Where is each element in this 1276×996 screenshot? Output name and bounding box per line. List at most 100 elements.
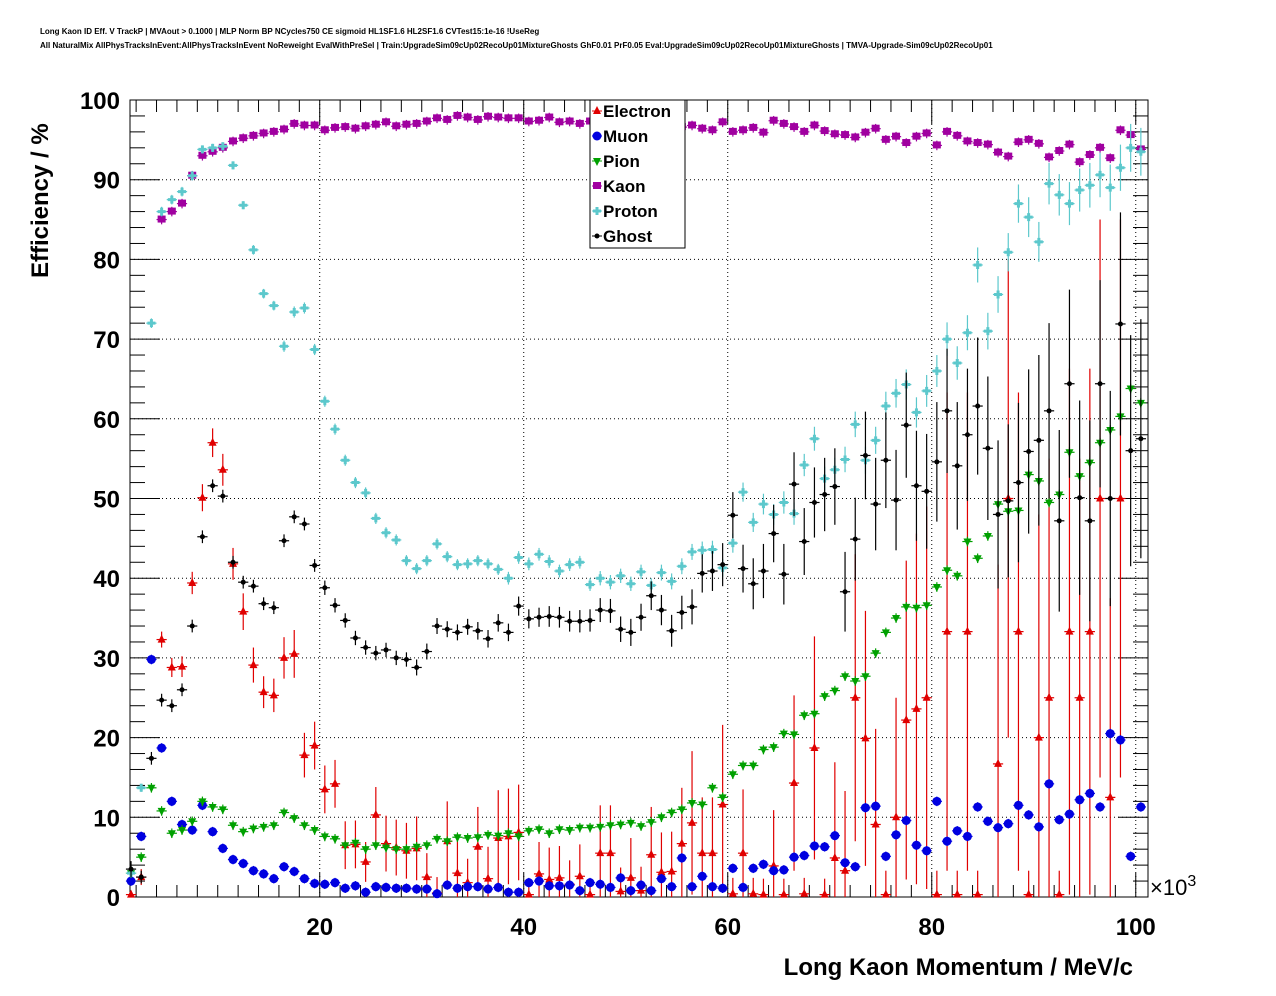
data-point	[688, 799, 697, 808]
y-tick-label: 30	[93, 646, 120, 673]
data-point	[688, 817, 697, 826]
data-point	[412, 843, 421, 852]
data-point	[699, 570, 705, 576]
data-point	[422, 556, 431, 565]
legend-label: Kaon	[603, 177, 646, 196]
data-point	[1138, 436, 1144, 442]
data-point	[616, 873, 626, 883]
data-point	[973, 260, 982, 269]
data-point	[718, 794, 727, 803]
data-point	[841, 673, 850, 682]
data-point	[495, 620, 501, 626]
data-point	[310, 345, 319, 354]
data-point	[391, 883, 401, 893]
data-point	[291, 514, 297, 520]
y-axis-label: Efficiency / %	[27, 123, 54, 278]
data-point	[596, 848, 605, 857]
data-point	[238, 859, 248, 869]
data-point	[188, 171, 197, 180]
data-point	[667, 809, 676, 818]
data-point	[881, 629, 890, 638]
data-point	[463, 835, 472, 844]
data-point	[290, 648, 299, 657]
data-point	[280, 125, 289, 133]
data-point	[514, 887, 524, 897]
data-point	[1075, 692, 1084, 701]
legend-label: Pion	[603, 152, 640, 171]
data-point	[779, 730, 788, 739]
data-point	[371, 809, 380, 818]
data-point	[669, 628, 675, 634]
data-point	[688, 121, 697, 129]
legend-item-pion: Pion	[592, 152, 640, 171]
series-ghost	[125, 212, 1146, 884]
data-point	[597, 607, 603, 613]
data-point	[259, 289, 268, 298]
data-point	[1036, 437, 1042, 443]
data-point	[851, 133, 860, 141]
data-point	[280, 809, 289, 818]
data-point	[239, 134, 248, 142]
data-point	[382, 118, 391, 126]
data-point	[1026, 448, 1032, 454]
data-point	[290, 119, 299, 127]
data-point	[545, 830, 554, 839]
data-point	[331, 778, 340, 787]
data-point	[922, 602, 931, 611]
data-point	[1065, 626, 1074, 635]
y-tick-label: 70	[93, 327, 120, 354]
data-point	[759, 500, 768, 509]
legend-label: Electron	[603, 102, 671, 121]
y-tick-label: 0	[107, 885, 120, 912]
data-point	[383, 647, 389, 653]
data-point	[320, 397, 329, 406]
data-point	[554, 881, 564, 891]
data-point	[514, 553, 523, 562]
data-point	[1024, 213, 1033, 222]
data-point	[902, 139, 911, 147]
data-point	[524, 117, 533, 125]
data-point	[526, 616, 532, 622]
data-point	[841, 131, 850, 139]
data-point	[208, 827, 218, 837]
data-point	[657, 867, 666, 876]
data-point	[679, 609, 685, 615]
data-point	[932, 366, 941, 375]
data-point	[648, 593, 654, 599]
data-point	[259, 823, 268, 832]
data-point	[606, 822, 615, 831]
data-point	[1014, 138, 1023, 146]
data-point	[1097, 381, 1103, 387]
data-point	[361, 122, 370, 130]
data-point	[414, 664, 420, 670]
data-point	[809, 841, 819, 851]
data-point	[943, 335, 952, 344]
data-point	[147, 784, 156, 793]
data-point	[943, 626, 952, 635]
data-point	[493, 882, 503, 892]
data-point	[911, 840, 921, 850]
data-point	[842, 589, 848, 595]
data-point	[484, 559, 493, 568]
data-point	[249, 245, 258, 254]
data-point	[454, 629, 460, 635]
data-point	[157, 634, 166, 643]
data-point	[577, 618, 583, 624]
data-point	[167, 796, 177, 806]
data-point	[851, 678, 860, 687]
data-point	[556, 614, 562, 620]
legend-item-ghost: Ghost	[592, 227, 652, 246]
data-point	[393, 655, 399, 661]
data-point	[463, 559, 472, 568]
data-point	[157, 807, 166, 816]
data-point	[871, 819, 880, 828]
data-point	[281, 538, 287, 544]
data-point	[494, 832, 503, 841]
data-point	[392, 535, 401, 544]
data-point	[1105, 729, 1115, 739]
data-point	[504, 114, 513, 122]
data-point	[626, 819, 635, 828]
data-point	[310, 878, 320, 888]
data-point	[739, 848, 748, 857]
data-point	[892, 132, 901, 140]
